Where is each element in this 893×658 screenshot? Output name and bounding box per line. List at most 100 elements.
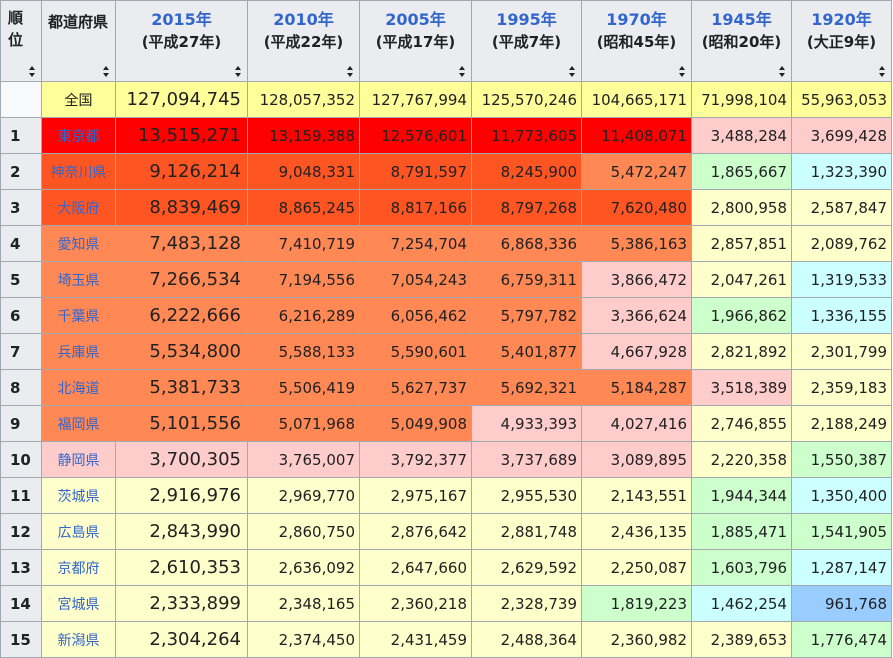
column-header-prefecture[interactable]: 都道府県 — [41, 0, 116, 82]
prefecture-cell: 北海道 — [41, 369, 116, 406]
sort-icon[interactable] — [569, 66, 576, 77]
population-cell: 3,518,389 — [691, 369, 792, 406]
prefecture-link[interactable]: 東京都 — [57, 128, 100, 145]
population-cell: 2,975,167 — [359, 477, 472, 514]
population-cell: 2,359,183 — [791, 369, 892, 406]
prefecture-cell: 福岡県 — [41, 405, 116, 442]
population-cell: 5,588,133 — [247, 333, 360, 370]
population-cell: 71,998,104 — [691, 81, 792, 118]
prefecture-link[interactable]: 北海道 — [57, 380, 100, 397]
column-header-2010[interactable]: 2010年 (平成22年) — [247, 0, 360, 82]
prefecture-link[interactable]: 静岡県 — [57, 452, 100, 469]
rank-cell: 5 — [0, 261, 42, 298]
rank-cell: 11 — [0, 477, 42, 514]
year-link[interactable]: 2015年 — [151, 10, 212, 29]
population-cell: 5,506,419 — [247, 369, 360, 406]
sort-icon[interactable] — [347, 66, 354, 77]
year-link[interactable]: 2005年 — [385, 10, 446, 29]
prefecture-link[interactable]: 千葉県 — [57, 308, 100, 325]
prefecture-link[interactable]: 埼玉県 — [57, 272, 100, 289]
population-cell: 1,541,905 — [791, 513, 892, 550]
prefecture-link[interactable]: 茨城県 — [57, 488, 100, 505]
population-cell: 2,328,739 — [471, 585, 582, 622]
prefecture-link[interactable]: 宮城県 — [57, 596, 100, 613]
population-cell: 1,603,796 — [691, 549, 792, 586]
population-cell: 5,534,800 — [115, 333, 248, 370]
sort-icon[interactable] — [29, 66, 36, 77]
table-row: 12 広島県 2,843,990 2,860,750 2,876,642 2,881,74… — [0, 513, 892, 550]
prefecture-link[interactable]: 神奈川県 — [50, 164, 107, 181]
table-row: 8 北海道 5,381,733 5,506,419 5,627,737 5,692,321… — [0, 369, 892, 406]
population-cell: 8,797,268 — [471, 189, 582, 226]
column-header-1920[interactable]: 1920年 (大正9年) — [791, 0, 892, 82]
column-header-1945[interactable]: 1945年 (昭和20年) — [691, 0, 792, 82]
population-cell: 13,515,271 — [115, 117, 248, 154]
population-cell: 2,800,958 — [691, 189, 792, 226]
population-cell: 55,963,053 — [791, 81, 892, 118]
sort-icon[interactable] — [779, 66, 786, 77]
table-row: 15 新潟県 2,304,264 2,374,450 2,431,459 2,488,36… — [0, 621, 892, 658]
population-cell: 2,360,982 — [581, 621, 692, 658]
year-link[interactable]: 1920年 — [811, 10, 872, 29]
prefecture-link[interactable]: 大阪府 — [57, 200, 100, 217]
population-cell: 104,665,171 — [581, 81, 692, 118]
population-cell: 4,933,393 — [471, 405, 582, 442]
prefecture-link[interactable]: 福岡県 — [57, 416, 100, 433]
prefecture-cell: 埼玉県 — [41, 261, 116, 298]
population-cell: 8,865,245 — [247, 189, 360, 226]
population-cell: 1,319,533 — [791, 261, 892, 298]
sort-icon[interactable] — [235, 66, 242, 77]
column-header-1970[interactable]: 1970年 (昭和45年) — [581, 0, 692, 82]
year-link[interactable]: 2010年 — [273, 10, 334, 29]
prefecture-cell: 京都府 — [41, 549, 116, 586]
population-cell: 5,071,968 — [247, 405, 360, 442]
population-cell: 3,737,689 — [471, 441, 582, 478]
sort-icon[interactable] — [459, 66, 466, 77]
prefecture-cell: 茨城県 — [41, 477, 116, 514]
prefecture-cell: 広島県 — [41, 513, 116, 550]
population-cell: 2,629,592 — [471, 549, 582, 586]
column-header-rank[interactable]: 順 位 — [0, 0, 42, 82]
sort-icon[interactable] — [103, 66, 110, 77]
population-cell: 3,792,377 — [359, 441, 472, 478]
population-cell: 5,184,287 — [581, 369, 692, 406]
prefecture-cell: 兵庫県 — [41, 333, 116, 370]
rank-cell: 3 — [0, 189, 42, 226]
era-label: (昭和20年) — [701, 33, 782, 51]
year-link[interactable]: 1995年 — [496, 10, 557, 29]
population-cell: 2,969,770 — [247, 477, 360, 514]
population-cell: 12,576,601 — [359, 117, 472, 154]
sort-icon[interactable] — [879, 66, 886, 77]
table-row: 11 茨城県 2,916,976 2,969,770 2,975,167 2,955,53… — [0, 477, 892, 514]
prefecture-cell: 大阪府 — [41, 189, 116, 226]
population-cell: 5,381,733 — [115, 369, 248, 406]
table-row: 5 埼玉県 7,266,534 7,194,556 7,054,243 6,759,311… — [0, 261, 892, 298]
prefecture-header-label: 都道府県 — [48, 13, 109, 31]
prefecture-link[interactable]: 広島県 — [57, 524, 100, 541]
population-cell: 3,765,007 — [247, 441, 360, 478]
population-cell: 1,885,471 — [691, 513, 792, 550]
population-cell: 6,759,311 — [471, 261, 582, 298]
population-cell: 3,488,284 — [691, 117, 792, 154]
population-cell: 7,266,534 — [115, 261, 248, 298]
population-cell: 1,819,223 — [581, 585, 692, 622]
table-row: 7 兵庫県 5,534,800 5,588,133 5,590,601 5,401,877… — [0, 333, 892, 370]
rank-cell: 15 — [0, 621, 42, 658]
population-cell: 6,222,666 — [115, 297, 248, 334]
prefecture-link[interactable]: 京都府 — [57, 560, 100, 577]
column-header-2015[interactable]: 2015年 (平成27年) — [115, 0, 248, 82]
population-cell: 5,472,247 — [581, 153, 692, 190]
rank-cell — [0, 81, 42, 118]
prefecture-cell: 全国 — [41, 81, 116, 118]
prefecture-link[interactable]: 兵庫県 — [57, 344, 100, 361]
table-row: 9 福岡県 5,101,556 5,071,968 5,049,908 4,933,393… — [0, 405, 892, 442]
prefecture-link[interactable]: 愛知県 — [57, 236, 100, 253]
year-link[interactable]: 1945年 — [711, 10, 772, 29]
population-cell: 7,483,128 — [115, 225, 248, 262]
sort-icon[interactable] — [679, 66, 686, 77]
population-cell: 9,048,331 — [247, 153, 360, 190]
population-cell: 2,220,358 — [691, 441, 792, 478]
column-header-2005[interactable]: 2005年 (平成17年) — [359, 0, 472, 82]
year-link[interactable]: 1970年 — [606, 10, 667, 29]
column-header-1995[interactable]: 1995年 (平成7年) — [471, 0, 582, 82]
